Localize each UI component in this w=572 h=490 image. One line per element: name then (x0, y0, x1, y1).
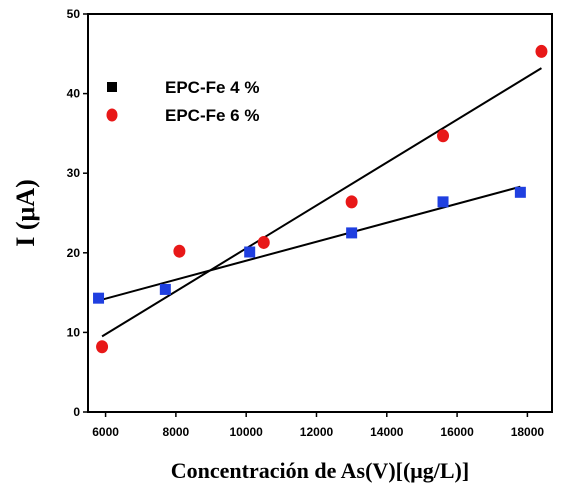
legend-label: EPC-Fe 4 % (165, 78, 259, 97)
data-point-series-1 (159, 283, 171, 295)
plot-frame (87, 13, 553, 413)
data-point-series-2 (437, 129, 450, 143)
x-tick-label: 6000 (92, 425, 119, 439)
data-point-series-1 (244, 246, 256, 258)
x-tick-label: 8000 (163, 425, 190, 439)
x-tick-label: 14000 (370, 425, 404, 439)
x-axis-ticks: 6000 8000 10000 12000 14000 16000 18000 (92, 412, 544, 439)
y-axis-ticks: 0 10 20 30 40 50 (67, 7, 88, 419)
y-tick-label: 10 (67, 325, 81, 339)
y-tick-label: 20 (67, 246, 81, 260)
data-point-series-1 (514, 186, 526, 198)
legend-label: EPC-Fe 6 % (165, 106, 259, 125)
data-point-series-1 (93, 292, 105, 304)
y-tick-label: 40 (67, 87, 81, 101)
data-point-series-1 (437, 196, 449, 208)
x-tick-label: 10000 (229, 425, 263, 439)
legend-marker-square (107, 82, 117, 92)
legend: EPC-Fe 4 % EPC-Fe 6 % (106, 78, 259, 125)
x-tick-label: 12000 (300, 425, 334, 439)
data-point-series-2 (345, 195, 358, 209)
data-points (93, 44, 548, 354)
x-tick-label: 18000 (511, 425, 545, 439)
data-point-series-1 (346, 227, 358, 239)
y-tick-label: 30 (67, 166, 81, 180)
data-point-series-2 (96, 340, 109, 354)
x-tick-label: 16000 (440, 425, 474, 439)
x-axis-title: Concentración de As(V)[(μg/L)] (171, 458, 469, 483)
legend-marker-circle (106, 108, 118, 122)
regression-lines (98, 67, 542, 338)
fit-line-series-1 (98, 185, 521, 302)
data-point-series-2 (173, 244, 186, 258)
y-tick-label: 50 (67, 7, 81, 21)
y-tick-label: 0 (73, 405, 80, 419)
data-point-series-2 (535, 44, 548, 58)
data-point-series-2 (257, 235, 270, 249)
fit-line-series-2 (101, 67, 542, 338)
y-axis-title: I (μA) (11, 179, 40, 246)
